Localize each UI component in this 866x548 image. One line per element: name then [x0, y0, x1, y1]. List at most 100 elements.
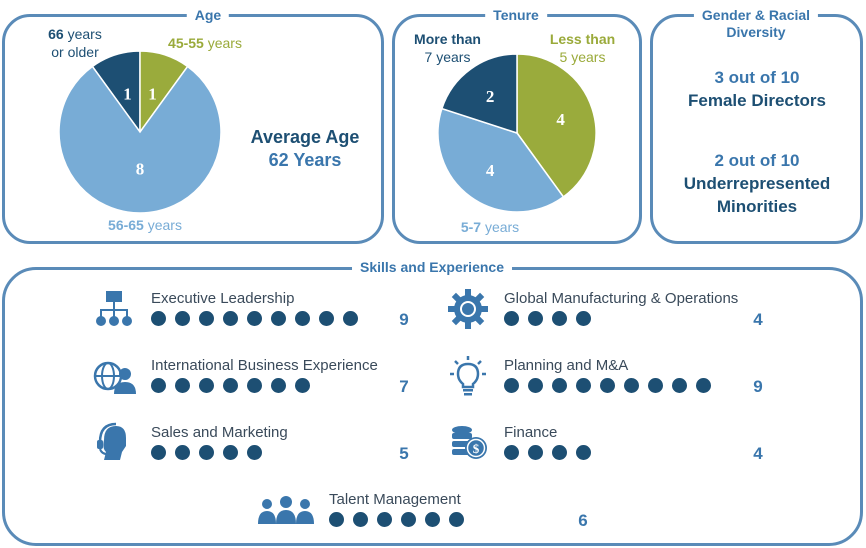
- skill-dot: [343, 311, 358, 326]
- skill-dot: [175, 311, 190, 326]
- globe-person-icon: [93, 361, 136, 394]
- skill-dot: [223, 311, 238, 326]
- age-label-56-65: 56-65 years: [108, 217, 182, 233]
- skill-dot: [552, 378, 567, 393]
- skill-count: 9: [399, 310, 409, 329]
- skill-dot: [175, 378, 190, 393]
- age-label-66-plus: 66 years or older: [48, 26, 102, 60]
- skill-name: International Business Experience: [151, 357, 378, 374]
- skill-dot: [504, 311, 519, 326]
- tenure-pie-slice: [440, 53, 518, 135]
- skill-dot: [151, 311, 166, 326]
- skill-name: Executive Leadership: [151, 290, 295, 307]
- skill-dots: [504, 445, 600, 461]
- skill-dot: [223, 445, 238, 460]
- average-age-label: Average Age: [250, 127, 360, 147]
- age-pie-slice-label: 8: [136, 159, 145, 178]
- skill-dot: [223, 378, 238, 393]
- skill-dot: [576, 311, 591, 326]
- skill-name: Planning and M&A: [504, 357, 629, 374]
- skill-dot: [449, 512, 464, 527]
- skill-name: Sales and Marketing: [151, 424, 288, 441]
- skill-dot: [247, 378, 262, 393]
- skill-dot: [199, 311, 214, 326]
- skill-dots: [151, 311, 367, 327]
- tenure-pie-slice-label: 4: [556, 110, 565, 129]
- org-chart-icon: [96, 291, 132, 326]
- skill-dots: [504, 311, 600, 327]
- tenure-label-5-7: 5-7 years: [460, 219, 520, 235]
- average-age: Average Age 62 Years: [240, 126, 370, 172]
- tenure-label-less-than-5: Less than 5 years: [549, 31, 616, 65]
- age-pie-slice-label: 1: [123, 84, 131, 103]
- skill-dot: [528, 445, 543, 460]
- skill-count: 4: [753, 310, 763, 329]
- skill-dot: [552, 311, 567, 326]
- skill-dot: [504, 445, 519, 460]
- skill-dot: [295, 378, 310, 393]
- tenure-pie-slice: [516, 53, 597, 198]
- skill-dot: [247, 311, 262, 326]
- skill-dot: [271, 378, 286, 393]
- skill-dots: [504, 378, 720, 394]
- skill-dot: [696, 378, 711, 393]
- skill-count: 4: [753, 444, 763, 463]
- people-group-icon: [258, 496, 314, 524]
- skill-dot: [175, 445, 190, 460]
- skill-dot: [528, 311, 543, 326]
- skill-count: 9: [753, 377, 763, 396]
- age-pie-chart: 1 1 8: [58, 50, 222, 214]
- skill-dot: [672, 378, 687, 393]
- average-age-value: 62 Years: [268, 150, 342, 170]
- skill-dot: [504, 378, 519, 393]
- female-directors-stat: 3 out of 10 Female Directors: [688, 68, 826, 110]
- skill-dot: [401, 512, 416, 527]
- skill-name: Talent Management: [329, 491, 461, 508]
- skill-dot: [319, 311, 334, 326]
- skill-dot: [329, 512, 344, 527]
- headset-person-icon: [97, 422, 126, 460]
- skill-dot: [247, 445, 262, 460]
- tenure-panel-title: Tenure: [485, 7, 547, 24]
- skill-dots: [329, 512, 473, 528]
- skill-name: Finance: [504, 424, 558, 441]
- skill-dot: [648, 378, 663, 393]
- minorities-stat: 2 out of 10 Underrepresented Minorities: [683, 151, 831, 216]
- age-panel-title: Age: [186, 7, 230, 24]
- skill-dot: [353, 512, 368, 527]
- skill-dot: [425, 512, 440, 527]
- skill-dot: [377, 512, 392, 527]
- skill-dot: [199, 378, 214, 393]
- skill-dots: [151, 378, 319, 394]
- age-pie-slice: [58, 65, 222, 214]
- tenure-label-more-than-7: More than 7 years: [414, 31, 481, 65]
- coins-dollar-icon: $: [452, 426, 487, 459]
- svg-text:$: $: [473, 441, 480, 456]
- gear-globe-icon: [448, 289, 488, 329]
- skill-dot: [151, 378, 166, 393]
- skill-dots: [151, 445, 271, 461]
- skill-count: 7: [399, 377, 409, 396]
- skills-panel-title: Skills and Experience: [352, 259, 512, 276]
- lightbulb-icon: [450, 356, 486, 396]
- skill-dot: [624, 378, 639, 393]
- skill-dot: [295, 311, 310, 326]
- tenure-pie-chart: 4 4 2: [437, 53, 597, 213]
- skill-dot: [199, 445, 214, 460]
- skill-dot: [576, 445, 591, 460]
- diversity-panel-title: Gender & Racial Diversity: [693, 7, 819, 41]
- age-pie-slice-label: 1: [148, 84, 157, 103]
- skill-dot: [271, 311, 286, 326]
- skill-dot: [151, 445, 166, 460]
- skill-dot: [600, 378, 615, 393]
- tenure-pie-slice-label: 2: [486, 87, 495, 106]
- skill-name: Global Manufacturing & Operations: [504, 290, 739, 307]
- age-label-45-55: 45-55 years: [168, 35, 242, 51]
- tenure-pie-slice-label: 4: [486, 161, 495, 180]
- skill-dot: [576, 378, 591, 393]
- skill-count: 6: [578, 511, 588, 530]
- skill-count: 5: [399, 444, 409, 463]
- tenure-pie-slice: [437, 107, 565, 213]
- skill-dot: [528, 378, 543, 393]
- skill-dot: [552, 445, 567, 460]
